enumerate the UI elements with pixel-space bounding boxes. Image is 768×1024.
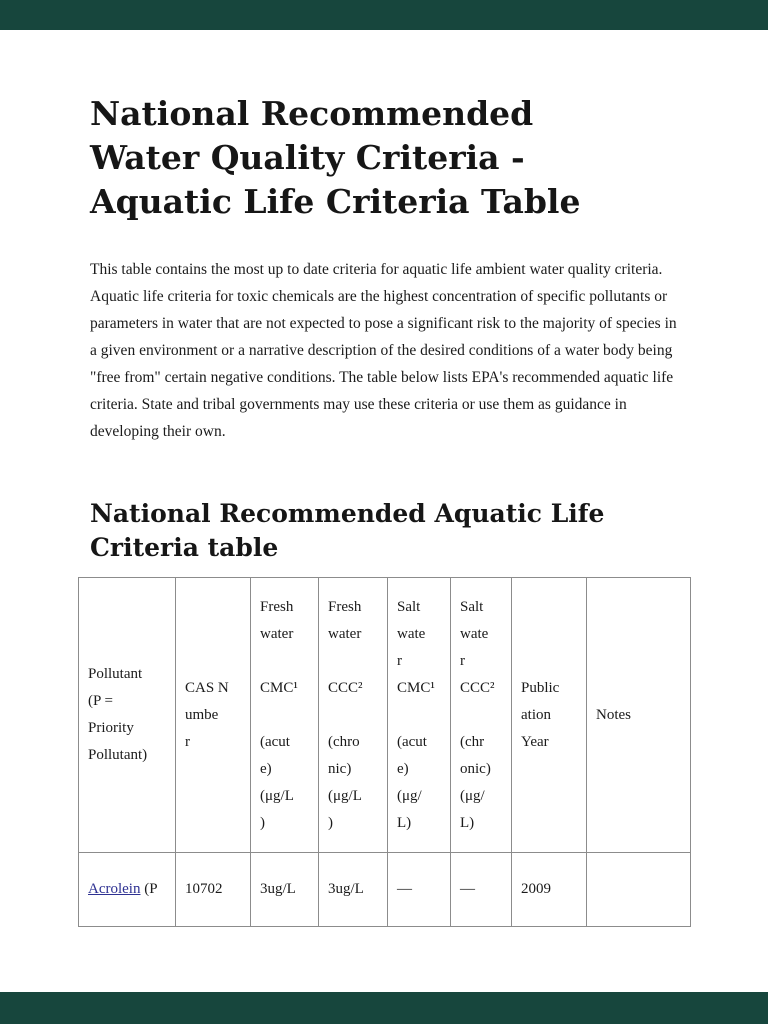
cell-freshwater-ccc: 3ug/L [318,852,388,927]
criteria-table: Pollutant (P = Priority Pollutant) CAS N… [78,577,691,927]
cell-pollutant: Acrolein (P [78,852,176,927]
top-bar [0,0,768,30]
intro-paragraph: This table contains the most up to date … [90,261,677,440]
section-heading: National Recommended Aquatic Life Criter… [90,499,605,562]
col-header-cas-number: CAS N umbe r [175,577,251,853]
pollutant-suffix: (P [140,881,158,897]
cell-saltwater-ccc: — [450,852,512,927]
cell-cas-number: 10702 [175,852,251,927]
cell-freshwater-cmc: 3ug/L [250,852,319,927]
cell-notes [586,852,691,927]
pollutant-link[interactable]: Acrolein [88,881,141,897]
table-header-row: Pollutant (P = Priority Pollutant) CAS N… [78,577,691,853]
cell-publication-year: 2009 [511,852,587,927]
document-content: National Recommended Water Quality Crite… [0,30,768,992]
col-header-notes: Notes [586,577,691,853]
col-header-saltwater-cmc: Salt wate r CMC¹ (acut e) (μg/ L) [387,577,451,853]
col-header-freshwater-cmc: Fresh water CMC¹ (acut e) (μg/L ) [250,577,319,853]
col-header-saltwater-ccc: Salt wate r CCC² (chr onic) (μg/ L) [450,577,512,853]
cell-saltwater-cmc: — [387,852,451,927]
col-header-publication-year: Public ation Year [511,577,587,853]
bottom-bar [0,992,768,1024]
table-row: Acrolein (P 10702 3ug/L 3ug/L — — 2009 [78,852,691,927]
col-header-freshwater-ccc: Fresh water CCC² (chro nic) (μg/L ) [318,577,388,853]
col-header-pollutant: Pollutant (P = Priority Pollutant) [78,577,176,853]
page-title: National Recommended Water Quality Crite… [90,94,581,221]
